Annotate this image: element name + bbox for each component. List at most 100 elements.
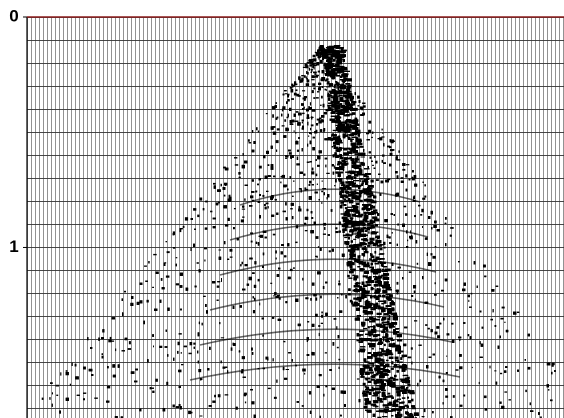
- wavelet: [359, 178, 363, 180]
- wavelet: [214, 395, 216, 398]
- wavelet: [320, 60, 323, 63]
- wavelet: [424, 196, 426, 198]
- wavelet: [356, 237, 358, 238]
- wavelet: [290, 269, 293, 271]
- wavelet: [292, 216, 294, 219]
- wavelet: [209, 405, 212, 407]
- wavelet: [52, 392, 53, 394]
- wavelet: [262, 335, 264, 337]
- wavelet: [251, 348, 253, 351]
- wavelet: [290, 87, 293, 89]
- wavelet: [458, 261, 460, 262]
- wavelet: [334, 152, 337, 155]
- wavelet: [368, 223, 374, 224]
- wavelet: [218, 394, 221, 397]
- wavelet: [329, 250, 331, 252]
- wavelet: [305, 230, 308, 231]
- wavelet: [383, 247, 385, 249]
- wavelet: [110, 337, 112, 340]
- wavelet: [337, 113, 339, 116]
- wavelet: [275, 250, 277, 253]
- wavelet: [306, 71, 307, 74]
- wavelet: [362, 392, 367, 394]
- wavelet: [402, 382, 406, 383]
- wavelet: [422, 198, 425, 200]
- wavelet: [291, 98, 294, 100]
- wavelet: [382, 269, 385, 271]
- wavelet: [190, 248, 191, 251]
- wavelet: [499, 402, 501, 404]
- wavelet: [259, 303, 260, 306]
- wavelet: [310, 128, 311, 131]
- wavelet: [437, 335, 440, 338]
- wavelet: [358, 350, 360, 352]
- wavelet: [282, 109, 284, 112]
- wavelet: [335, 227, 337, 229]
- wavelet: [363, 383, 366, 386]
- wavelet: [385, 407, 389, 408]
- wavelet: [238, 172, 240, 175]
- wavelet: [336, 60, 342, 63]
- wavelet: [124, 291, 126, 293]
- wavelet: [317, 91, 319, 92]
- wavelet: [371, 137, 373, 138]
- wavelet: [313, 179, 314, 181]
- wavelet: [70, 384, 71, 386]
- wavelet: [368, 326, 370, 328]
- wavelet: [273, 295, 276, 296]
- wavelet: [479, 382, 480, 384]
- wavelet: [357, 96, 360, 99]
- wavelet: [316, 97, 319, 99]
- wavelet: [193, 343, 195, 345]
- wavelet: [326, 86, 331, 87]
- wavelet: [129, 341, 131, 344]
- wavelet: [115, 349, 116, 352]
- wavelet: [402, 169, 405, 171]
- wavelet: [322, 181, 324, 182]
- wavelet: [312, 83, 315, 86]
- wavelet: [111, 341, 114, 342]
- wavelet: [320, 296, 322, 299]
- wavelet: [254, 261, 256, 264]
- wavelet: [348, 278, 352, 279]
- wavelet: [283, 341, 285, 342]
- wavelet: [472, 367, 473, 368]
- wavelet: [177, 351, 179, 354]
- wavelet: [387, 318, 390, 320]
- wavelet: [87, 337, 89, 340]
- wavelet: [313, 97, 315, 99]
- wavelet: [490, 319, 493, 321]
- wavelet: [318, 325, 320, 327]
- wavelet: [357, 105, 359, 106]
- wavelet: [439, 376, 441, 379]
- wavelet: [376, 299, 380, 300]
- wavelet: [205, 227, 208, 229]
- wavelet: [284, 378, 287, 380]
- wavelet: [500, 373, 502, 374]
- wavelet: [302, 278, 303, 281]
- wavelet: [321, 323, 323, 324]
- wavelet: [386, 379, 390, 382]
- wavelet: [350, 266, 353, 268]
- wavelet: [327, 46, 332, 48]
- wavelet: [382, 155, 385, 157]
- wavelet: [347, 207, 352, 208]
- wavelet: [307, 79, 310, 82]
- wavelet: [372, 165, 374, 166]
- wavelet: [338, 283, 340, 285]
- wavelet: [253, 310, 255, 313]
- wavelet: [203, 208, 205, 210]
- wavelet: [304, 75, 306, 78]
- wavelet: [377, 316, 380, 318]
- wavelet: [425, 237, 428, 240]
- wavelet: [330, 108, 334, 110]
- wavelet: [323, 286, 325, 289]
- wavelet: [459, 366, 462, 369]
- wavelet: [435, 246, 437, 247]
- wavelet: [422, 182, 424, 183]
- wavelet: [500, 318, 503, 320]
- wavelet: [320, 105, 322, 106]
- wavelet: [75, 364, 77, 367]
- wavelet: [259, 166, 262, 169]
- wavelet: [446, 356, 447, 357]
